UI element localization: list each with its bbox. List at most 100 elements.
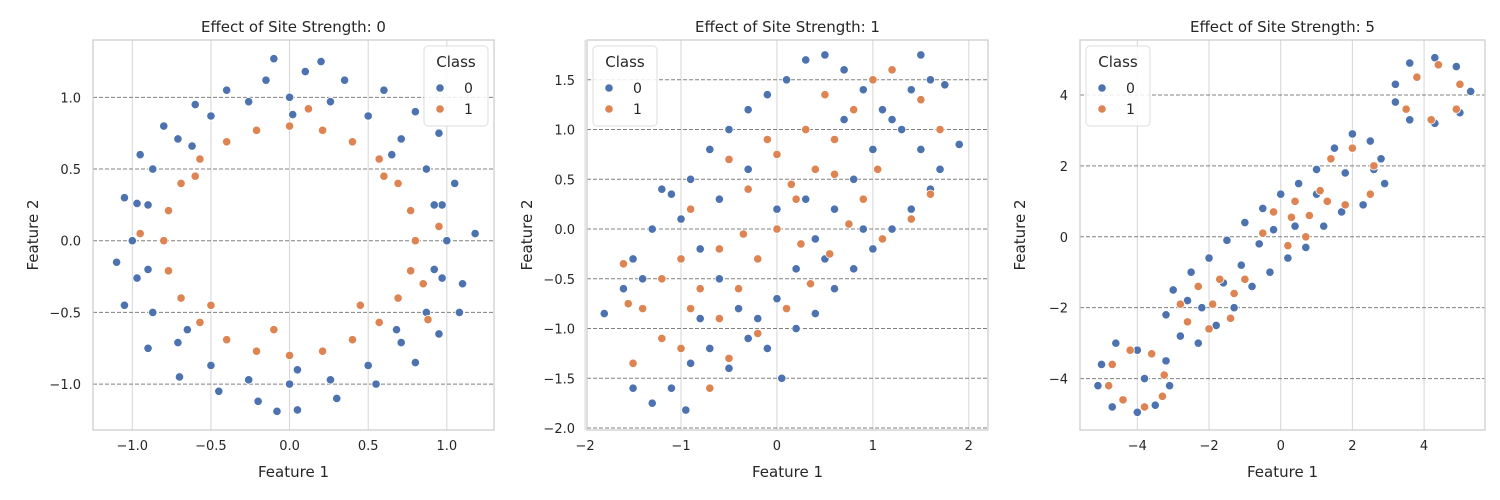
subplot-title: Effect of Site Strength: 5 [1190,18,1375,36]
data-point [925,75,936,85]
data-point [897,124,907,135]
data-point [1193,338,1203,348]
data-point [187,141,197,151]
data-point [429,264,439,275]
data-point [916,50,926,60]
data-point [1426,115,1436,125]
data-point [714,194,724,204]
data-point [849,174,859,184]
data-point [791,194,801,204]
data-point [292,405,303,415]
data-point [190,99,200,110]
data-point [1139,373,1150,384]
data-point [743,164,753,174]
x-tick-label: 4 [1420,439,1428,454]
x-tick-label: −1 [671,439,690,454]
data-point [858,194,868,204]
data-point [1311,164,1322,175]
data-point [159,236,169,246]
y-tick-label: 0.5 [60,163,81,178]
data-point [454,307,465,318]
data-point [829,134,840,145]
data-point [733,284,744,294]
data-point [801,124,811,135]
y-axis-label: Feature 2 [518,200,536,271]
data-point [887,65,897,75]
data-point [868,144,878,155]
y-tick-label: −0.5 [49,306,81,321]
data-point [1380,178,1390,189]
axes-frame [586,39,989,431]
data-point [363,360,373,371]
data-point [303,104,314,114]
data-point [810,234,820,244]
data-point [284,121,295,131]
data-point [772,294,782,304]
data-point [714,274,724,284]
data-point [182,325,192,335]
data-point [163,206,174,216]
data-point [849,264,859,274]
data-point [781,304,792,314]
data-point [738,229,748,239]
series-class-1 [135,104,444,361]
data-point [292,365,303,375]
legend-marker [1097,83,1107,93]
data-point [1197,303,1207,313]
data-point [1182,295,1193,306]
data-point [176,178,186,188]
data-point [284,92,295,102]
data-point [1240,274,1250,284]
data-point [762,343,772,354]
data-point [1211,320,1221,331]
x-axis-label: Feature 1 [258,463,329,481]
data-point [1225,313,1236,323]
data-point [1347,143,1357,153]
data-point [1186,267,1196,277]
data-point [143,200,153,210]
data-point [251,346,262,356]
data-point [325,97,336,107]
legend: Class 0 1 [1085,45,1151,127]
data-point [421,164,431,174]
data-point [1315,186,1325,196]
subplot-1: −1.0 −0.5 0.0 0.5 1.0 −1.0 −0.5 0.0 0.5 1.0 Effect… [24,18,495,481]
data-point [791,264,801,274]
data-point [1175,299,1185,309]
data-point [1358,200,1368,210]
data-point [1265,267,1275,277]
legend-label: 1 [633,102,642,118]
data-point [1147,349,1157,359]
data-point [148,164,158,174]
data-point [877,234,888,244]
legend-marker [604,104,614,114]
data-point [772,149,782,160]
y-axis-label: Feature 2 [1011,200,1029,271]
data-point [676,214,686,224]
data-point [1301,242,1311,253]
data-point [317,125,328,135]
y-tick-label: −2.0 [543,422,575,437]
data-point [777,373,787,383]
data-point [1283,241,1293,251]
data-point [1182,317,1193,327]
data-point [1258,228,1268,238]
data-point [695,244,705,254]
data-point [1294,178,1304,189]
data-point [244,97,254,107]
data-point [1329,143,1340,153]
data-point [1290,221,1300,231]
data-point [935,124,945,135]
data-point [406,266,416,276]
data-point [753,313,763,324]
x-tick-label: 1.0 [436,439,457,454]
y-tick-label: 0 [1060,231,1068,246]
data-point [906,204,916,214]
data-point [714,313,724,324]
legend-marker [435,104,445,114]
data-point [1240,217,1250,228]
data-point [825,249,835,259]
data-point [628,383,638,393]
data-point [762,134,772,145]
